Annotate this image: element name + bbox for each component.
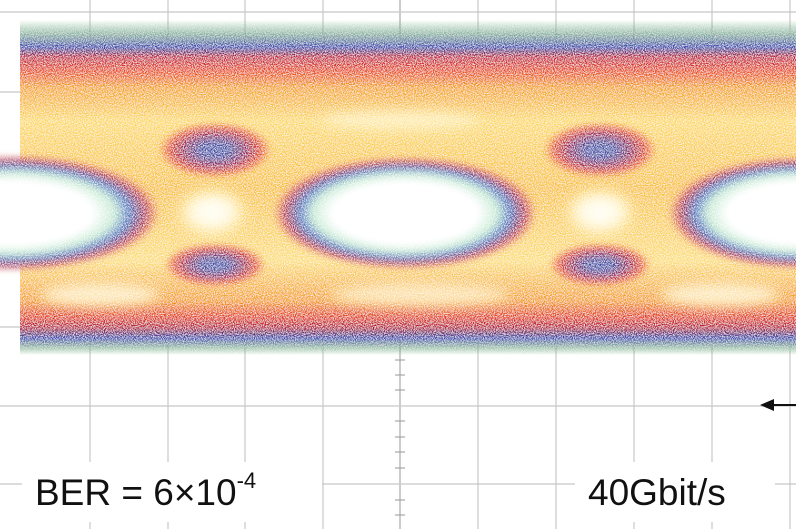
ber-label: BER = 6×10-4	[35, 468, 256, 513]
center-ticks	[395, 359, 405, 516]
bit-rate: 40Gbit/s	[588, 472, 726, 513]
ber-exponent: -4	[237, 468, 257, 493]
eye-pattern	[0, 20, 796, 355]
ber-box	[22, 462, 322, 522]
trigger-arrow	[760, 399, 796, 411]
ber-base: BER = 6×10	[35, 472, 237, 513]
rate-box	[575, 462, 775, 522]
